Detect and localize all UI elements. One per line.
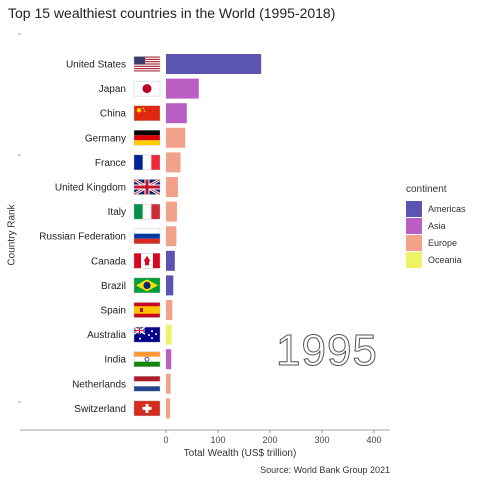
country-label: Brazil [101,281,126,292]
bar-united-kingdom [166,177,178,197]
bar-china [166,103,187,124]
india-flag [133,351,161,367]
bar-italy [166,201,177,222]
legend-title: continent [406,184,447,195]
bar-netherlands [166,373,171,394]
country-label: Switzerland [74,404,126,415]
country-label: United States [66,60,126,71]
bar-india [166,349,172,370]
bar-switzerland [166,398,171,419]
china-flag [133,105,161,121]
australia-flag [133,326,161,343]
country-label: Germany [85,133,126,144]
country-label: China [100,109,127,120]
country-label: Italy [108,207,126,218]
x-axis-label: Total Wealth (US$ trillion) [183,448,297,459]
russia-flag [133,228,161,244]
spain-flag [133,302,161,318]
bar-russian-federation [166,226,177,247]
x-tick-label: 100 [210,435,225,445]
legend-swatch [406,251,422,268]
germany-flag [133,130,161,146]
x-tick-label: 300 [314,435,329,445]
japan-flag [133,80,161,97]
country-label: Russian Federation [39,232,126,243]
bar-united-states [166,54,262,74]
legend-label: Europe [428,237,458,248]
legend-label: Oceania [428,254,462,265]
legend-item: Asia [406,217,466,234]
france-flag [133,154,161,171]
legend-items: Americas Asia Europe Oceania [406,200,466,268]
bar-canada [166,250,175,271]
us-flag [133,56,161,72]
y-axis-label: Country Rank [6,204,18,266]
country-label: Spain [100,306,126,317]
legend-swatch [406,200,422,217]
country-label: India [104,355,126,366]
legend-label: Americas [428,203,466,214]
uk-flag [133,178,161,196]
bar-brazil [166,275,174,296]
year-label: 1995 [276,326,378,376]
country-label: France [95,158,127,169]
continent-legend: continent Americas Asia Europe Oceania [406,184,466,268]
bar-japan [166,78,199,99]
legend-swatch [406,217,422,234]
country-label: Japan [99,84,126,95]
country-label: Canada [91,256,126,267]
legend-item: Americas [406,200,466,217]
chart-caption: Source: World Bank Group 2021 [260,465,390,475]
brazil-flag [133,277,161,294]
x-tick-label: 400 [366,435,381,445]
legend-item: Europe [406,234,466,251]
italy-flag [133,203,161,220]
country-label: Australia [87,330,126,341]
x-tick-label: 0 [163,435,168,445]
netherlands-flag [133,376,161,392]
bar-germany [166,127,186,148]
country-label: Netherlands [72,379,126,390]
bar-france [166,152,181,173]
x-tick-label: 200 [262,435,277,445]
switzerland-flag [133,400,161,417]
chart-title: Top 15 wealthiest countries in the World… [8,5,336,21]
bar-australia [166,324,172,345]
legend-item: Oceania [406,251,466,268]
legend-swatch [406,234,422,251]
bar-spain [166,300,173,320]
legend-label: Asia [428,220,446,231]
country-label: United Kingdom [55,183,126,194]
canada-flag [133,253,161,269]
